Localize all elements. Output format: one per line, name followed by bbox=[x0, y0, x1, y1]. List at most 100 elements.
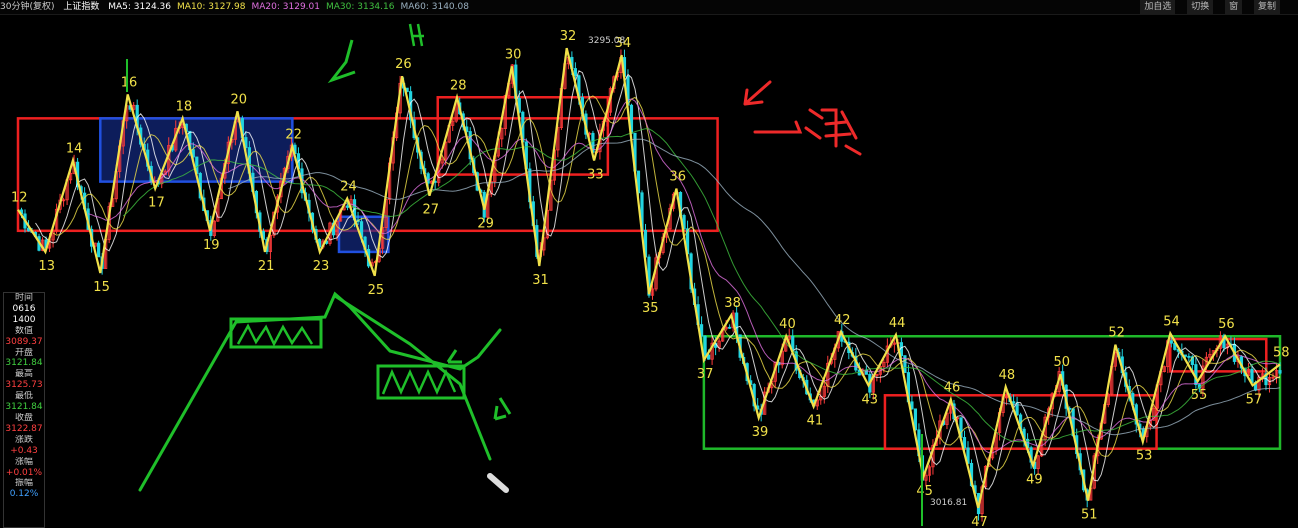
wave-label: 49 bbox=[1026, 473, 1043, 488]
info-row: 1400 bbox=[12, 314, 36, 325]
wave-label: 17 bbox=[148, 196, 165, 211]
candle-body bbox=[913, 408, 918, 431]
wave-label: 46 bbox=[944, 381, 961, 396]
candle-body bbox=[97, 242, 101, 258]
wave-label: 20 bbox=[230, 92, 247, 107]
add-favorite-button[interactable]: 加自选 bbox=[1140, 0, 1176, 14]
info-row: 3121.84 bbox=[5, 358, 43, 369]
candle-body bbox=[1113, 351, 1117, 367]
ma-legend-item: MA20: 3129.01 bbox=[251, 2, 320, 12]
wave-label: 23 bbox=[313, 259, 330, 274]
candle-body bbox=[882, 361, 886, 367]
wave-zigzag bbox=[17, 47, 1281, 509]
green-mark-top bbox=[408, 23, 424, 47]
wave-label: 33 bbox=[587, 168, 604, 183]
candle-body bbox=[699, 324, 704, 337]
wave-label: 26 bbox=[395, 57, 412, 72]
wave-label: 45 bbox=[916, 484, 933, 499]
quote-info-panel: 时间 0616 1400 数值 3089.37 开盘 3121.84 最高 3125.73 最低 3… bbox=[3, 292, 45, 528]
ma-legend-item: MA60: 3140.08 bbox=[400, 2, 469, 12]
ma-legend-item: MA10: 3127.98 bbox=[177, 2, 246, 12]
candle-body bbox=[787, 335, 791, 340]
green-sketch-box-2 bbox=[376, 364, 466, 400]
candle-body bbox=[710, 342, 714, 360]
info-row: +0.01% bbox=[5, 467, 43, 478]
candle-body bbox=[903, 355, 907, 373]
wave-label: 31 bbox=[532, 273, 549, 288]
wave-label: 51 bbox=[1081, 508, 1098, 523]
wave-label: 25 bbox=[368, 283, 385, 298]
wave-label: 43 bbox=[861, 392, 878, 407]
candle-body bbox=[426, 173, 430, 184]
green-sketch-box-1 bbox=[229, 317, 323, 349]
candle-body bbox=[962, 437, 967, 449]
wave-label: 14 bbox=[66, 142, 83, 157]
green-sketch-mid bbox=[333, 294, 492, 461]
candle-body bbox=[728, 326, 732, 329]
candle-body bbox=[500, 128, 504, 140]
info-row: 涨跌 bbox=[14, 434, 33, 445]
candle-body bbox=[1187, 355, 1191, 358]
ma-legend-item: MA5: 3124.36 bbox=[108, 2, 172, 12]
wave-label: 41 bbox=[807, 414, 824, 429]
candle-body bbox=[1162, 366, 1166, 372]
info-row: 时间 bbox=[14, 293, 33, 303]
candle-body bbox=[444, 141, 448, 160]
info-row: 振幅 bbox=[14, 478, 33, 489]
wave-label: 29 bbox=[477, 217, 494, 232]
candle-body bbox=[910, 401, 914, 410]
candle-body bbox=[948, 403, 953, 414]
wave-label: 15 bbox=[93, 280, 110, 295]
switch-button[interactable]: 切换 bbox=[1187, 0, 1214, 14]
wave-label: 32 bbox=[560, 29, 577, 44]
candle-body bbox=[489, 181, 493, 195]
info-row: 3125.73 bbox=[5, 380, 43, 391]
info-row: +0.43 bbox=[10, 445, 38, 456]
candle-body bbox=[1271, 376, 1275, 379]
candle-body bbox=[892, 342, 896, 345]
info-row: 0.12% bbox=[9, 489, 39, 500]
candle-body bbox=[573, 68, 577, 77]
candle-body bbox=[556, 127, 560, 151]
candle-body bbox=[51, 230, 55, 241]
copy-button[interactable]: 复制 bbox=[1253, 0, 1280, 14]
green-check-top bbox=[327, 39, 356, 84]
wave-label: 30 bbox=[505, 47, 522, 62]
wave-label: 37 bbox=[697, 367, 714, 382]
wave-label: 13 bbox=[38, 259, 55, 274]
wave-line bbox=[17, 47, 1281, 509]
candle-body bbox=[822, 385, 826, 397]
candle-body bbox=[1152, 407, 1156, 421]
candle-body bbox=[1011, 401, 1016, 404]
wave-labels: 12 13 14 15 16 17 18 19 20 21 22 23 24 25 26 27 28 29 30 31… bbox=[11, 29, 1290, 526]
wave-label: 27 bbox=[423, 203, 440, 218]
candle-body bbox=[924, 474, 928, 481]
ma-line-10 bbox=[52, 95, 1281, 471]
wave-label: 22 bbox=[285, 127, 302, 142]
info-row: 3122.87 bbox=[5, 423, 43, 434]
red-handwriting bbox=[804, 108, 862, 156]
candle-body bbox=[706, 354, 711, 360]
candle-body bbox=[61, 199, 66, 202]
wave-label: 48 bbox=[999, 368, 1016, 383]
wave-label: 36 bbox=[669, 170, 686, 185]
wave-label: 42 bbox=[834, 313, 851, 328]
green-sketch-zigzag-2 bbox=[381, 368, 457, 396]
ma-legend-item: MA30: 3134.16 bbox=[325, 2, 395, 12]
kline-chart[interactable]: 12 13 14 15 16 17 18 19 20 21 22 23 24 25 26 27 28 29 30 31… bbox=[0, 14, 1298, 526]
candle-body bbox=[875, 373, 879, 377]
window-button[interactable]: 窗 bbox=[1225, 0, 1243, 14]
candle-body bbox=[1208, 353, 1212, 358]
chart-header: 30分钟(复权) 上证指数 MA5: 3124.36 MA10: 3127.98 M… bbox=[0, 0, 1298, 15]
info-row: 收盘 bbox=[14, 412, 33, 423]
wave-label: 28 bbox=[450, 78, 467, 93]
candle-body bbox=[1201, 365, 1205, 389]
wave-label: 16 bbox=[121, 75, 138, 90]
wave-label: 56 bbox=[1218, 317, 1235, 332]
candle-body bbox=[451, 120, 455, 126]
candle-body bbox=[1036, 455, 1040, 470]
wave-label: 24 bbox=[340, 179, 357, 194]
candle-body bbox=[1278, 370, 1282, 374]
wave-label: 34 bbox=[615, 36, 632, 51]
red-arrow-pointer bbox=[743, 80, 772, 106]
